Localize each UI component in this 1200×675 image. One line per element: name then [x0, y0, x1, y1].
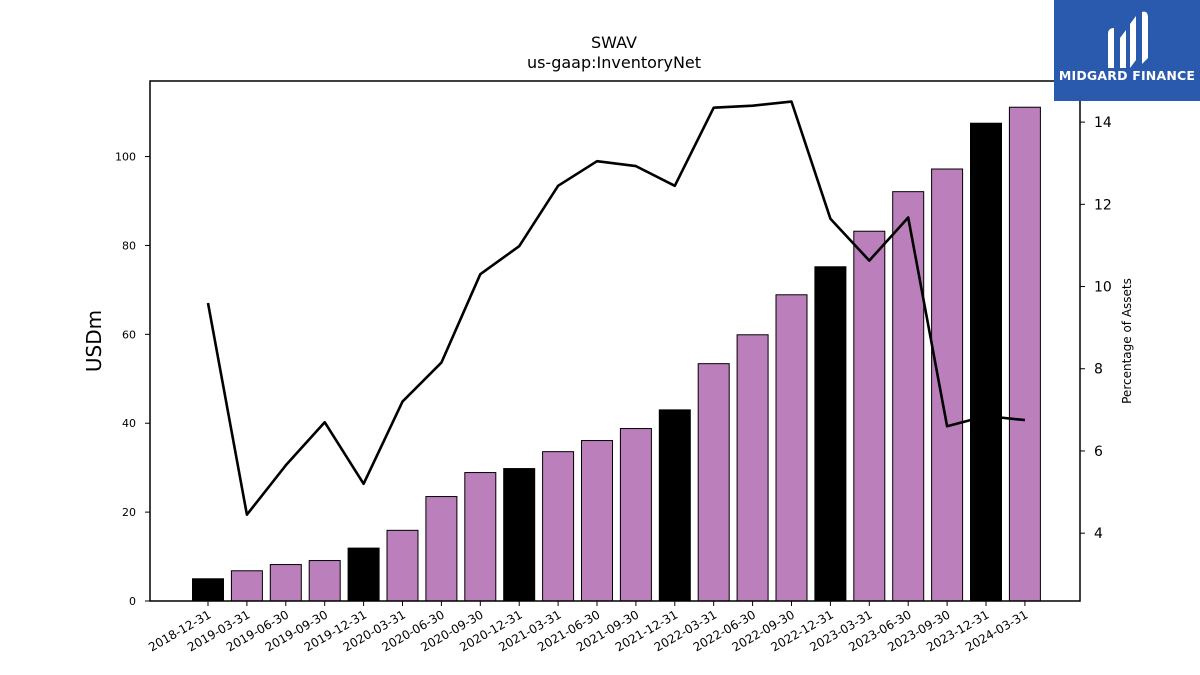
chart-title: SWAV — [591, 33, 637, 52]
y2-axis-label: Percentage of Assets — [1120, 278, 1134, 404]
y2-tick-label: 8 — [1094, 362, 1103, 378]
midgard-finance-logo: MIDGARD FINANCE — [1054, 0, 1200, 101]
bar-2022-06-30 — [736, 334, 769, 602]
plot-frame — [149, 80, 1081, 602]
y2-tick-label: 6 — [1094, 444, 1103, 460]
bar-2023-12-31 — [970, 122, 1002, 602]
bar-2021-12-31 — [658, 409, 691, 602]
bar-2021-06-30 — [581, 440, 613, 602]
y-tick-label: 40 — [122, 417, 136, 430]
bar-2022-09-30 — [775, 294, 808, 602]
logo-text: MIDGARD FINANCE — [1058, 68, 1196, 83]
y-tick-label: 80 — [122, 239, 136, 252]
y2-tick-label: 10 — [1094, 280, 1112, 296]
bar-2019-06-30 — [269, 564, 302, 602]
bar-2021-03-31 — [542, 451, 575, 602]
bar-2020-03-31 — [386, 529, 419, 602]
bar-2019-12-31 — [347, 547, 380, 602]
bar-2020-06-30 — [425, 496, 458, 602]
bar-2019-09-30 — [308, 560, 341, 602]
bar-2018-12-31 — [192, 578, 224, 602]
bar-2024-03-31 — [1008, 106, 1041, 602]
y2-tick-label: 12 — [1094, 197, 1112, 213]
bar-2023-09-30 — [931, 168, 964, 602]
y-axis-ticks: 0 20 40 60 80 100 — [115, 151, 150, 608]
bar-2020-09-30 — [464, 472, 497, 602]
logo-mark-icon — [1108, 11, 1148, 68]
y-tick-label: 20 — [122, 506, 136, 519]
bar-2022-12-31 — [814, 266, 847, 602]
bar-2023-03-31 — [853, 230, 886, 602]
chart-subtitle: us-gaap:InventoryNet — [527, 53, 701, 72]
x-axis-ticks: 2018-12-312019-03-312019-06-302019-09-30… — [146, 601, 1030, 654]
bar-2023-06-30 — [892, 191, 925, 602]
y-tick-label: 60 — [122, 328, 136, 341]
bar-2020-12-31 — [503, 468, 536, 602]
y-axis-label: USDm — [82, 310, 106, 372]
y-tick-label: 0 — [129, 595, 136, 608]
bar-2021-09-30 — [619, 428, 652, 602]
bar-2019-03-31 — [230, 570, 263, 602]
percentage-line — [206, 100, 1026, 517]
y2-axis-ticks: 4 6 8 10 12 14 — [1080, 115, 1112, 542]
y-tick-label: 100 — [115, 151, 136, 164]
bar-series — [192, 106, 1041, 602]
y2-tick-label: 4 — [1094, 526, 1103, 542]
y2-tick-label: 14 — [1094, 115, 1112, 131]
bar-2022-03-31 — [697, 363, 730, 602]
